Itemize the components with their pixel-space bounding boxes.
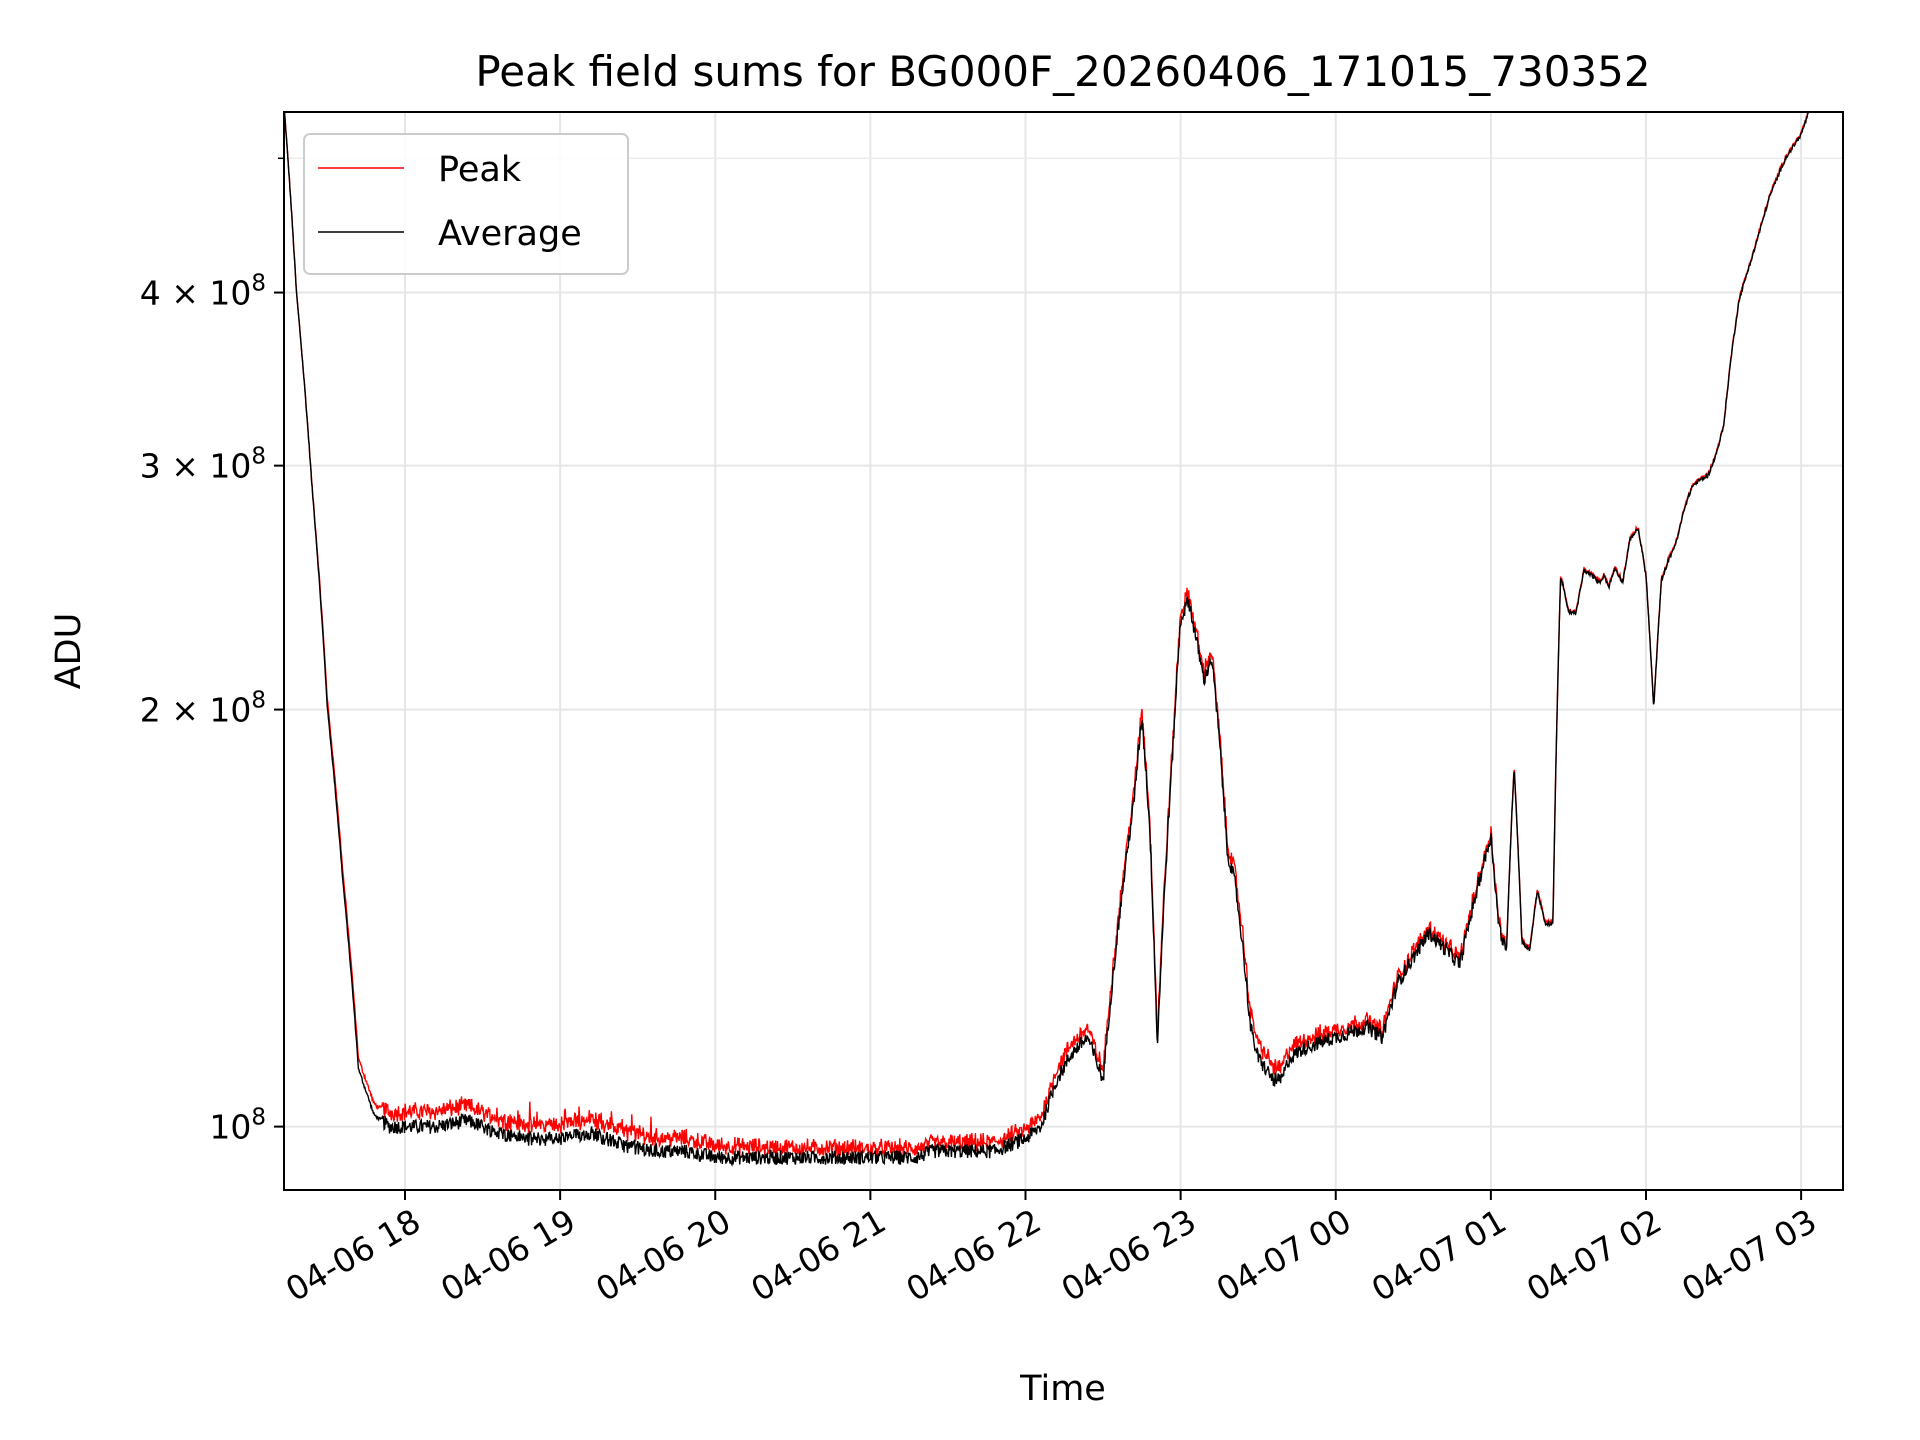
- y-tick-label: 2 × 108: [140, 688, 266, 730]
- y-tick-base: 2 × 10: [140, 691, 252, 730]
- series-peak-line: [284, 112, 1812, 1159]
- chart-title: Peak field sums for BG000F_20260406_1710…: [475, 47, 1650, 96]
- legend-box: [303, 133, 629, 275]
- y-tick-base: 4 × 10: [140, 274, 252, 313]
- y-tick-label: 3 × 108: [140, 444, 266, 486]
- y-tick-exponent: 8: [251, 444, 266, 470]
- y-tick-exponent: 8: [251, 688, 266, 714]
- y-tick-base: 10: [209, 1108, 251, 1147]
- y-tick-label: 108: [209, 1105, 266, 1147]
- y-tick-base: 3 × 10: [140, 447, 252, 486]
- legend: Peak Average: [303, 133, 629, 275]
- series-average-line: [284, 112, 1812, 1167]
- legend-label-average: Average: [438, 214, 582, 254]
- legend-label-peak: Peak: [438, 150, 522, 190]
- grid: [284, 112, 1843, 1190]
- y-tick-label: 4 × 108: [140, 271, 266, 313]
- y-tick-exponent: 8: [251, 271, 266, 297]
- plot-frame: [283, 111, 1844, 1191]
- y-axis-label: ADU: [49, 613, 89, 690]
- x-axis-label: Time: [1019, 1369, 1106, 1409]
- series-layer: [284, 112, 1812, 1167]
- y-tick-exponent: 8: [251, 1105, 266, 1131]
